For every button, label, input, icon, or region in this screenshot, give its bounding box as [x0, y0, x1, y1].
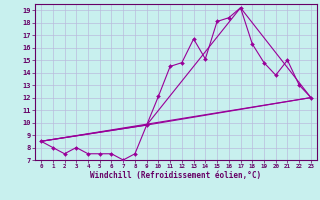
- X-axis label: Windchill (Refroidissement éolien,°C): Windchill (Refroidissement éolien,°C): [91, 171, 261, 180]
